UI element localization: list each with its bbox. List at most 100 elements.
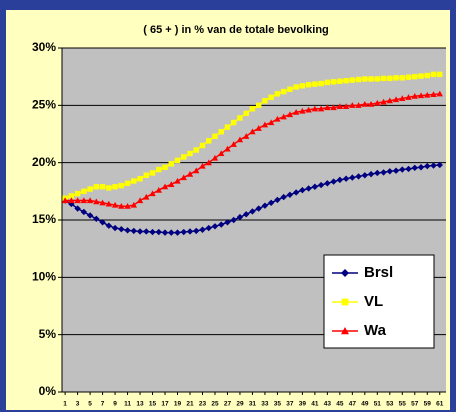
x-tick-label: 57 (411, 401, 419, 408)
marker (367, 100, 375, 107)
marker (337, 78, 343, 84)
marker (280, 88, 287, 95)
marker (267, 119, 275, 126)
marker (349, 102, 356, 108)
marker (61, 197, 69, 204)
marker (143, 172, 150, 178)
marker (324, 79, 331, 86)
legend-label: Wa (364, 322, 387, 339)
marker (168, 181, 175, 188)
marker (180, 174, 187, 181)
marker (386, 97, 394, 104)
marker (424, 162, 431, 170)
marker (343, 77, 349, 84)
marker (317, 105, 325, 112)
marker (317, 181, 325, 189)
legend-marker (341, 269, 349, 277)
x-tick-label: 51 (374, 401, 382, 408)
y-tick-label: 5% (39, 327, 57, 341)
marker (206, 138, 212, 144)
marker (299, 83, 306, 89)
marker (355, 102, 362, 108)
marker (405, 74, 412, 80)
marker (111, 224, 119, 232)
marker (436, 90, 443, 97)
marker (330, 79, 337, 85)
x-tick-label: 21 (186, 401, 194, 408)
marker (99, 184, 106, 190)
legend-label: Brsl (364, 264, 393, 281)
marker (336, 176, 344, 184)
marker (105, 200, 113, 207)
marker (392, 167, 400, 174)
marker (417, 92, 425, 99)
legend-label: VL (364, 293, 383, 310)
marker (361, 172, 369, 179)
x-tick-label: 13 (136, 401, 144, 408)
marker (87, 186, 93, 192)
x-tick-label: 47 (349, 401, 357, 408)
marker (218, 221, 225, 228)
x-tick-label: 53 (386, 401, 394, 408)
marker (230, 216, 237, 224)
x-tick-label: 3 (76, 401, 80, 408)
marker (211, 154, 219, 161)
marker (155, 186, 162, 193)
marker (274, 91, 281, 97)
marker (218, 150, 225, 157)
marker (355, 76, 362, 83)
marker (181, 154, 187, 160)
marker (393, 75, 399, 81)
y-tick-label: 20% (32, 155, 56, 169)
marker (168, 229, 175, 236)
marker (299, 107, 306, 114)
marker (99, 219, 106, 226)
marker (380, 169, 387, 176)
marker (361, 100, 369, 107)
marker (424, 72, 430, 79)
x-tick-label: 29 (236, 401, 244, 408)
marker (342, 103, 350, 110)
marker (387, 75, 393, 82)
marker (174, 157, 181, 164)
marker (368, 76, 374, 82)
y-tick-label: 30% (32, 40, 56, 54)
marker (242, 133, 250, 139)
marker (205, 224, 212, 232)
marker (336, 103, 344, 110)
marker (212, 133, 218, 140)
marker (118, 203, 125, 209)
marker (161, 229, 169, 236)
marker (299, 186, 306, 194)
marker (342, 175, 350, 182)
marker (411, 92, 418, 99)
marker (292, 189, 300, 196)
y-tick-label: 15% (32, 212, 56, 226)
marker (280, 193, 287, 201)
marker (205, 159, 212, 166)
marker (349, 77, 356, 83)
marker (430, 91, 437, 97)
marker (355, 173, 362, 180)
marker (311, 105, 319, 112)
marker (136, 197, 144, 204)
marker (162, 164, 168, 170)
x-tick-label: 25 (211, 401, 219, 408)
marker (81, 188, 87, 195)
y-tick-label: 10% (32, 270, 56, 284)
marker (312, 81, 318, 87)
marker (130, 201, 138, 208)
marker (124, 227, 131, 234)
legend-marker (341, 298, 349, 306)
legend-marker (341, 327, 349, 335)
marker (124, 203, 131, 209)
marker (318, 80, 324, 87)
marker (236, 136, 244, 143)
x-tick-label: 11 (124, 401, 131, 408)
marker (68, 193, 75, 199)
marker (74, 197, 81, 204)
marker (412, 73, 418, 80)
marker (255, 205, 262, 212)
marker (174, 177, 181, 184)
marker (305, 106, 312, 113)
